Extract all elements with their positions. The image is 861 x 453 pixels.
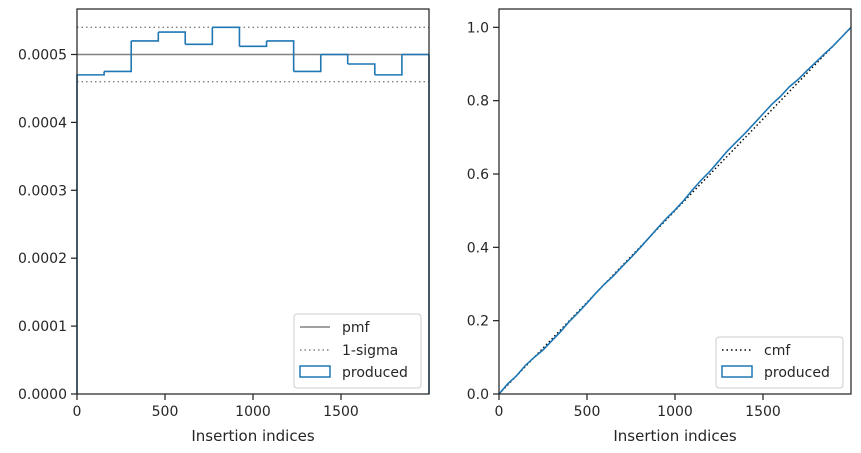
right-plot-area (498, 26, 852, 395)
cmf-series-line (498, 26, 852, 395)
histogram-bin (266, 40, 295, 72)
left-panel: 0 500 1000 1500 0.00000.00010.00020.00030.0… (18, 8, 430, 445)
left-y-tick-label: 0.0004 (18, 115, 67, 131)
left-x-tick-label: 1500 (323, 404, 359, 420)
histogram-bin (374, 54, 403, 76)
left-legend-box (293, 313, 422, 389)
right-legend-box (715, 336, 844, 389)
left-y-tick-label: 0.0003 (18, 183, 67, 199)
histogram-bin (239, 40, 268, 48)
histogram-bin (131, 32, 160, 42)
right-axes-frame (498, 8, 852, 395)
right-y-tick-label: 0.8 (467, 94, 489, 110)
left-x-tick-label: 1000 (235, 404, 271, 420)
histogram-bin (293, 54, 322, 73)
right-x-tick-label: 1000 (657, 404, 693, 420)
left-x-tick-label: 0 (73, 404, 82, 420)
legend-produced-label: produced (342, 365, 408, 381)
right-y-tick-label: 0.2 (467, 314, 489, 330)
right-y-tick-label: 0.6 (467, 167, 489, 183)
right-panel: 0 500 1000 1500 0.0 0.2 0.4 0.6 0.8 1.0 Insertio… (467, 8, 852, 445)
left-y-ticks: 0.0000 0.0001 0.0002 0.0003 0.0004 0.0005 (18, 47, 77, 403)
left-x-ticks: 0 500 1000 1500 (73, 394, 359, 420)
left-x-axis-title: Insertion indices (191, 427, 314, 445)
right-y-ticks: 0.0 0.2 0.4 0.6 0.8 1.0 (467, 20, 499, 403)
legend-cmf-label: cmf (764, 343, 791, 359)
right-y-tick-label: 0.0 (467, 387, 489, 403)
histogram-bin (185, 27, 214, 46)
histogram-bin (158, 31, 187, 45)
legend-produced-patch-icon (721, 365, 753, 378)
left-y-tick-label: 0.0002 (18, 251, 67, 267)
histogram-bin (347, 63, 376, 75)
right-x-ticks: 0 500 1000 1500 (495, 394, 781, 420)
produced-series-line (498, 26, 852, 395)
right-x-axis-title: Insertion indices (613, 427, 736, 445)
right-y-tick-label: 0.4 (467, 240, 489, 256)
legend-produced-patch-icon (299, 365, 331, 378)
histogram-bin (320, 53, 349, 64)
right-x-tick-label: 1500 (745, 404, 781, 420)
left-legend: pmf 1-sigma produced (293, 313, 422, 389)
left-y-tick-label: 0.0005 (18, 47, 67, 63)
right-x-tick-label: 500 (574, 404, 601, 420)
left-y-tick-label: 0.0001 (18, 319, 67, 335)
histogram-bin (104, 40, 133, 73)
left-x-tick-label: 500 (152, 404, 179, 420)
right-legend: cmf produced (715, 336, 844, 389)
legend-pmf-label: pmf (342, 320, 371, 336)
legend-produced-label: produced (764, 365, 830, 381)
histogram-bin (212, 26, 241, 47)
legend-1-sigma-label: 1-sigma (342, 343, 398, 359)
right-y-tick-label: 1.0 (467, 20, 489, 36)
left-y-tick-label: 0.0000 (18, 387, 67, 403)
histogram-bin (77, 71, 105, 76)
right-x-tick-label: 0 (495, 404, 504, 420)
